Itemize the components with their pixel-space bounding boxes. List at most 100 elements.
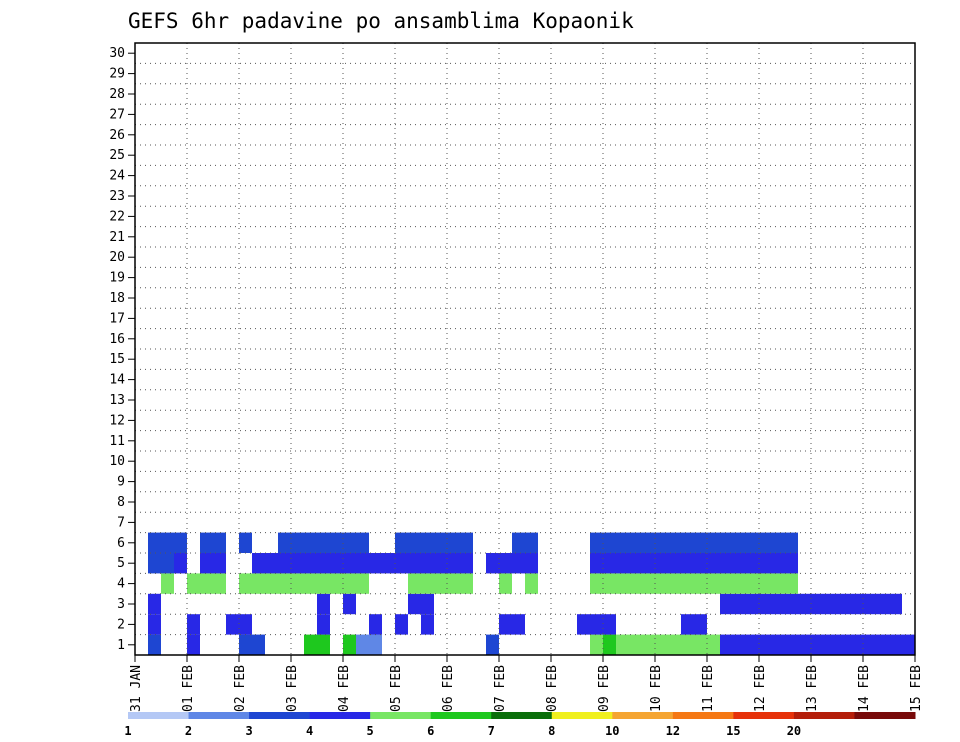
y-tick-label: 7 [117,515,125,530]
heatmap-cell [837,593,850,615]
colorbar-swatch [491,712,553,719]
heatmap-cell [668,573,681,594]
heatmap-cell [850,593,863,615]
y-tick-label: 10 [109,454,125,469]
y-tick-label: 21 [109,230,125,245]
heatmap-cells [148,532,915,655]
colorbar-label: 8 [548,724,555,738]
heatmap-cell [408,573,421,594]
heatmap-cell [733,593,746,615]
heatmap-cell [889,634,902,655]
heatmap-cell [317,634,330,655]
heatmap-cell [759,532,772,553]
heatmap-cell [694,634,707,655]
heatmap-cell [642,553,655,574]
y-tick-label: 25 [109,148,125,163]
heatmap-cell [681,614,694,635]
heatmap-cell [694,573,707,594]
y-tick-label: 22 [109,209,125,224]
heatmap-cell [239,614,252,635]
colorbar-swatch [430,712,492,719]
heatmap-cell [707,634,720,655]
heatmap-cell [330,532,343,553]
x-tick-label: 15 FEB [909,665,924,712]
heatmap-cell [785,634,798,655]
colorbar-swatch [188,712,250,719]
heatmap-cell [356,553,369,574]
heatmap-cell [317,573,330,594]
heatmap-cell [395,614,408,635]
heatmap-cell [486,634,499,655]
heatmap-cell [759,634,772,655]
y-tick-label: 13 [109,393,125,408]
y-tick-label: 16 [109,332,125,347]
heatmap-cell [226,614,239,635]
y-tick-label: 9 [117,475,125,490]
x-axis-ticks: 31 JAN 01 FEB 02 FEB 03 FEB 04 FEB 05 FEB 06 F… [129,655,924,712]
heatmap-cell [161,553,174,574]
heatmap-cell [213,532,226,553]
heatmap-cell [343,593,356,615]
heatmap-cell [629,553,642,574]
heatmap-cell [382,553,395,574]
heatmap-cell [408,593,421,615]
heatmap-cell [889,593,902,615]
heatmap-cell [746,634,759,655]
heatmap-cell [421,614,434,635]
y-tick-label: 2 [117,617,125,632]
heatmap-cell [785,573,798,594]
x-tick-label: 08 FEB [545,665,560,712]
heatmap-cell [603,634,616,655]
heatmap-cell [733,553,746,574]
heatmap-cell [174,532,187,553]
heatmap-cell [629,532,642,553]
heatmap-cell [681,573,694,594]
heatmap-cell [772,634,785,655]
y-tick-label: 8 [117,495,125,510]
heatmap-cell [668,553,681,574]
heatmap-cell [421,553,434,574]
heatmap-cell [785,593,798,615]
heatmap-cell [174,553,187,574]
heatmap-cell [720,634,733,655]
heatmap-cell [772,553,785,574]
heatmap-cell [317,593,330,615]
heatmap-cell [395,553,408,574]
heatmap-cell [681,532,694,553]
heatmap-cell [642,532,655,553]
plot-frame [134,42,916,656]
heatmap-cell [512,614,525,635]
colorbar-label: 15 [726,724,740,738]
heatmap-cell [642,634,655,655]
colorbar-swatch [370,712,432,719]
heatmap-cell [252,634,265,655]
heatmap-cell [252,553,265,574]
heatmap-cell [785,532,798,553]
x-tick-label: 02 FEB [233,665,248,712]
heatmap-cell [434,553,447,574]
y-tick-label: 15 [109,352,125,367]
heatmap-cell [590,532,603,553]
heatmap-cell [759,573,772,594]
heatmap-cell [278,573,291,594]
y-tick-label: 12 [109,413,125,428]
x-tick-label: 05 FEB [389,665,404,712]
x-tick-label: 11 FEB [701,665,716,712]
heatmap-cell [265,573,278,594]
heatmap-cell [265,553,278,574]
heatmap-cell [720,593,733,615]
heatmap-cell [343,532,356,553]
heatmap-cell [369,614,382,635]
heatmap-cell [447,532,460,553]
heatmap-cell [239,634,252,655]
grid-lines [135,43,915,655]
heatmap-cell [304,634,317,655]
heatmap-cell [395,532,408,553]
heatmap-cell [460,573,473,594]
heatmap-cell [759,553,772,574]
heatmap-cell [200,532,213,553]
colorbar-swatch [793,712,855,719]
heatmap-cell [447,573,460,594]
heatmap-cell [681,553,694,574]
